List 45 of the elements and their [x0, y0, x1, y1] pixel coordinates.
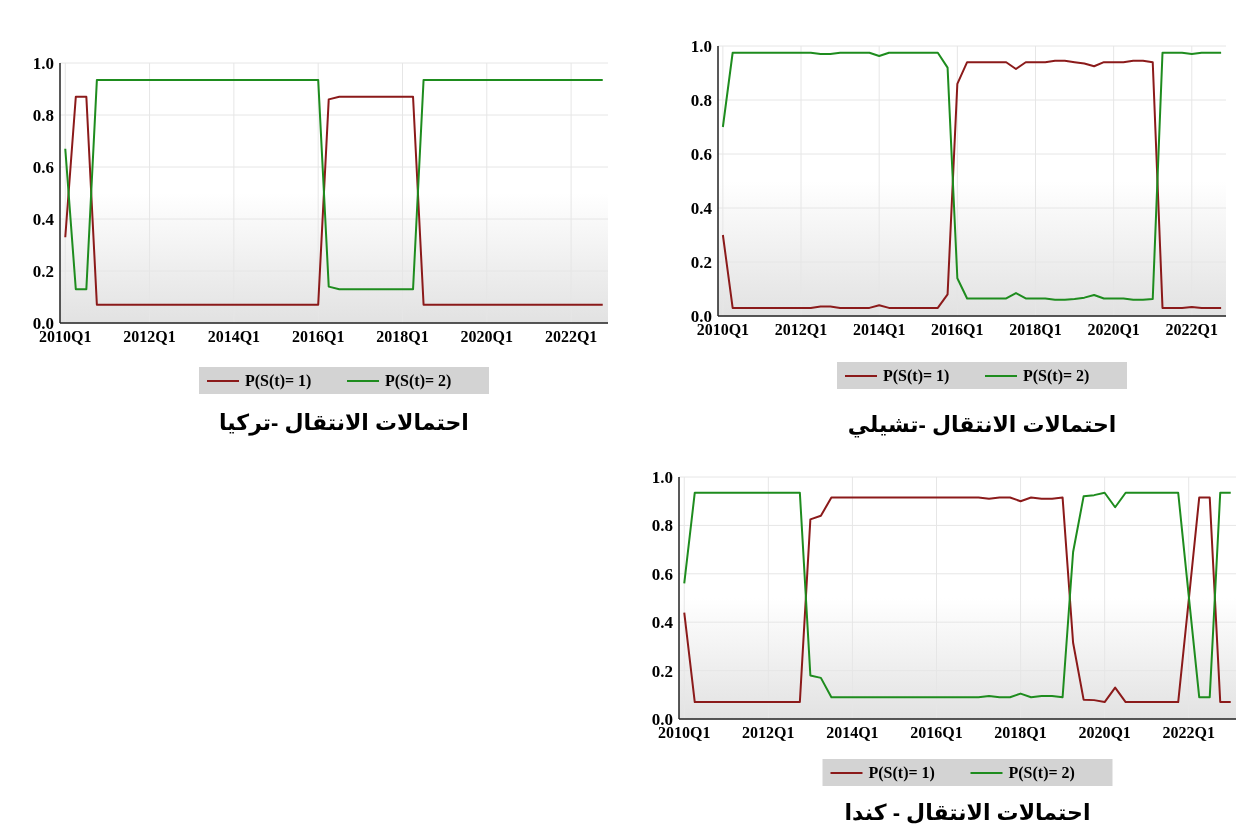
x-tick-label: 2010Q1 [696, 321, 750, 338]
y-tick-label: 0.8 [32, 106, 54, 125]
legend-label: P(S(t)= 2) [1008, 764, 1075, 782]
x-tick-label: 2012Q1 [123, 328, 176, 345]
y-tick-label: 0.2 [651, 661, 673, 681]
legend-label: P(S(t)= 1) [245, 372, 312, 390]
y-tick-label: 0.6 [690, 145, 712, 164]
x-tick-label: 2012Q1 [742, 724, 795, 741]
y-tick-label: 1.0 [32, 54, 54, 73]
x-tick-label: 2016Q1 [291, 328, 345, 345]
x-tick-label: 2014Q1 [207, 328, 261, 345]
x-tick-label: 2012Q1 [774, 321, 828, 338]
x-tick-label: 2016Q1 [910, 724, 963, 741]
legend-label: P(S(t)= 2) [385, 372, 452, 390]
x-tick-label: 2018Q1 [994, 724, 1047, 741]
x-tick-label: 2010Q1 [658, 724, 711, 741]
x-tick-label: 2014Q1 [852, 321, 906, 338]
y-tick-label: 1.0 [651, 468, 673, 487]
legend-label: P(S(t)= 2) [1023, 367, 1090, 385]
y-tick-label: 0.8 [690, 91, 712, 110]
x-tick-label: 2016Q1 [931, 321, 984, 338]
y-tick-label: 0.4 [32, 210, 55, 229]
x-tick-label: 2022Q1 [1162, 724, 1215, 741]
x-tick-label: 2022Q1 [544, 328, 598, 345]
text: احتمالات الانتقال - كندا [844, 800, 1091, 825]
x-tick-label: 2018Q1 [376, 328, 429, 345]
y-tick-label: 0.6 [651, 564, 673, 584]
text: احتمالات الانتقال -تركيا [219, 410, 469, 436]
x-tick-label: 2018Q1 [1009, 321, 1062, 338]
x-tick-label: 2020Q1 [1078, 724, 1131, 741]
x-tick-label: 2014Q1 [826, 724, 879, 741]
y-tick-label: 0.2 [32, 262, 54, 281]
y-tick-label: 0.6 [32, 158, 54, 177]
legend-label: P(S(t)= 1) [883, 367, 950, 385]
x-tick-label: 2020Q1 [1087, 321, 1140, 338]
x-tick-label: 2020Q1 [460, 328, 514, 345]
text: احتمالات الانتقال -تشيلي [847, 412, 1117, 438]
legend-label: P(S(t)= 1) [868, 764, 935, 782]
y-tick-label: 0.4 [690, 199, 713, 218]
y-tick-label: 0.8 [651, 516, 673, 536]
x-tick-label: 2010Q1 [39, 328, 92, 345]
x-tick-label: 2022Q1 [1165, 321, 1219, 338]
y-tick-label: 0.2 [690, 253, 712, 272]
y-tick-label: 1.0 [690, 37, 712, 56]
y-tick-label: 0.4 [651, 613, 674, 633]
